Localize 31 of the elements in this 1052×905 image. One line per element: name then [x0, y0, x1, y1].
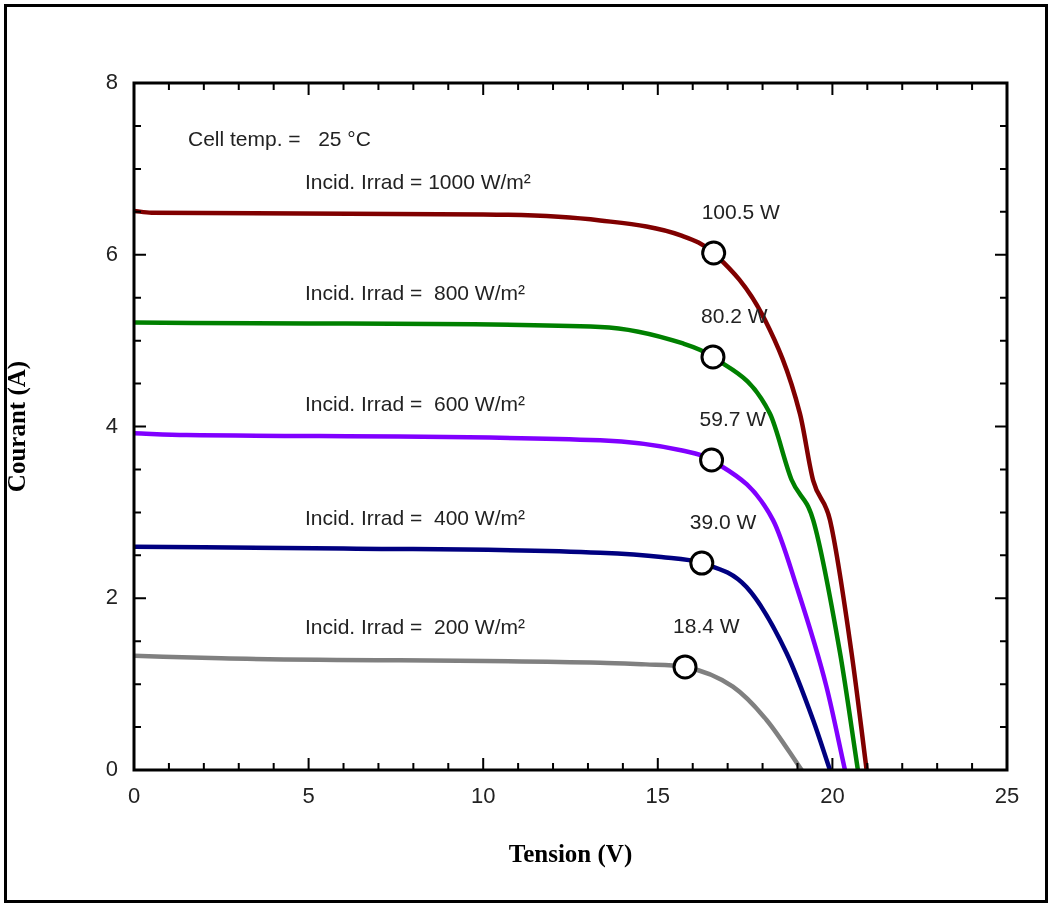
annotation: 59.7 W [699, 406, 767, 430]
line-series [134, 544, 833, 770]
annotation: Cell temp. = 25 °C [188, 126, 371, 150]
x-tick-label: 0 [127, 783, 141, 809]
y-tick-label: 6 [105, 240, 118, 266]
annotation: 39.0 W [689, 509, 757, 533]
point [701, 240, 727, 266]
y-tick-label: 0 [105, 756, 118, 782]
annotation: 100.5 W [701, 199, 781, 223]
x-tick-label: 20 [820, 783, 845, 809]
y-tick-label: 2 [105, 584, 118, 610]
point [689, 550, 715, 576]
series-label: Incid. Irrad = 800 W/m² [305, 281, 525, 305]
point [672, 654, 698, 680]
series-label: Incid. Irrad = 400 W/m² [305, 505, 525, 529]
series-label: Incid. Irrad = 1000 W/m² [305, 169, 531, 193]
series-label: Incid. Irrad = 200 W/m² [305, 614, 525, 638]
x-tick-label: 5 [302, 783, 315, 809]
y-tick-label: 8 [105, 69, 118, 95]
y-tick-label: 4 [105, 412, 118, 438]
line-series [134, 653, 804, 770]
series-label: Incid. Irrad = 600 W/m² [305, 392, 525, 416]
annotation: 18.4 W [673, 613, 740, 637]
line-series [134, 431, 848, 770]
x-tick-label: 25 [994, 783, 1020, 809]
x-axis-title: Tension (V) [508, 840, 633, 869]
y-axis-title: Courant (A) [3, 360, 32, 493]
x-tick-label: 10 [470, 783, 496, 809]
point [699, 447, 725, 473]
x-tick-label: 15 [645, 783, 671, 809]
point [700, 344, 726, 370]
